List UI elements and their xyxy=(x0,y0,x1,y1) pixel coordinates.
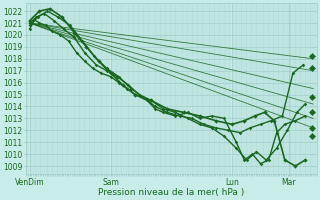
X-axis label: Pression niveau de la mer( hPa ): Pression niveau de la mer( hPa ) xyxy=(98,188,244,197)
